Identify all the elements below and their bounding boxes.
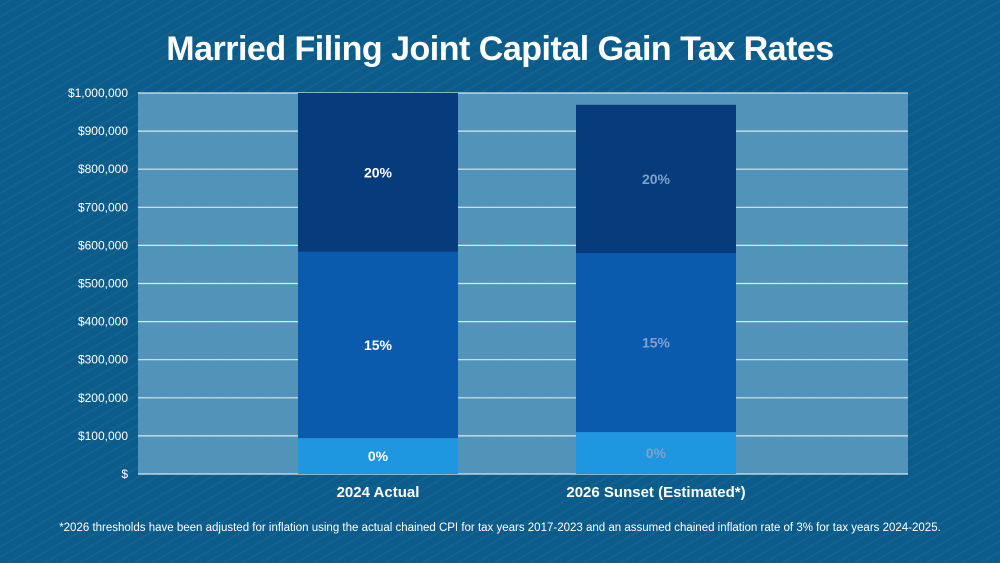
bar-segment bbox=[298, 251, 458, 439]
x-tick-label: 2026 Sunset (Estimated*) bbox=[566, 484, 745, 501]
data-label: 15% bbox=[642, 335, 671, 351]
y-tick-label: $300,000 bbox=[78, 353, 128, 367]
bar-segment bbox=[576, 432, 736, 474]
bar-segment bbox=[576, 253, 736, 433]
data-label: 20% bbox=[642, 171, 671, 187]
y-tick-label: $ bbox=[121, 467, 128, 481]
y-tick-label: $900,000 bbox=[78, 124, 128, 138]
x-tick-label: 2024 Actual bbox=[337, 484, 420, 501]
y-tick-label: $400,000 bbox=[78, 315, 128, 329]
data-label: 0% bbox=[646, 445, 667, 461]
y-tick-label: $700,000 bbox=[78, 200, 128, 214]
bar-segment bbox=[298, 93, 458, 252]
y-tick-label: $200,000 bbox=[78, 391, 128, 405]
bar-segment bbox=[298, 438, 458, 474]
data-label: 20% bbox=[364, 164, 393, 180]
chart-title: Married Filing Joint Capital Gain Tax Ra… bbox=[166, 30, 834, 68]
y-tick-label: $800,000 bbox=[78, 162, 128, 176]
data-label: 15% bbox=[364, 337, 393, 353]
y-tick-label: $500,000 bbox=[78, 277, 128, 291]
y-tick-label: $600,000 bbox=[78, 238, 128, 252]
data-label: 0% bbox=[368, 448, 389, 464]
footnote: *2026 thresholds have been adjusted for … bbox=[59, 522, 941, 534]
y-tick-label: $1,000,000 bbox=[68, 86, 128, 100]
y-tick-label: $100,000 bbox=[78, 429, 128, 443]
bar-segment bbox=[576, 104, 736, 254]
